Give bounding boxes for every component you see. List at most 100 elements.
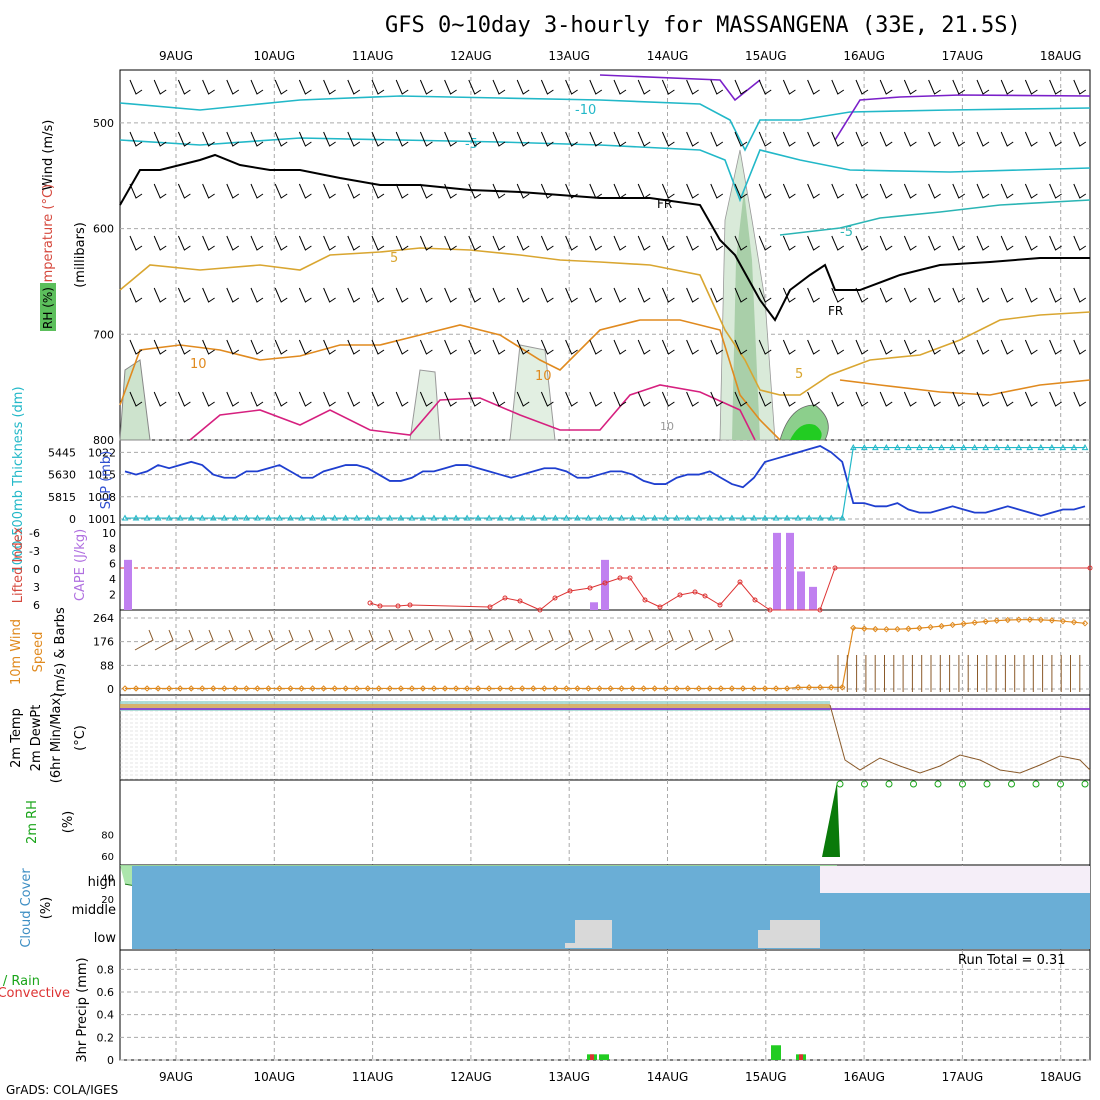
wind-barb <box>516 183 530 199</box>
wind10-barb <box>574 629 594 651</box>
wind-barb <box>177 235 191 251</box>
wind-barb <box>686 391 699 407</box>
wind-barb <box>202 235 215 251</box>
upper-unit-label: (millibars) <box>73 222 88 288</box>
wind-barb <box>637 79 651 95</box>
wind-barb <box>1024 391 1038 407</box>
wind-barb <box>298 339 312 355</box>
wind-barb <box>686 287 699 303</box>
wind-barb <box>129 339 143 355</box>
date-label-top: 11AUG <box>352 49 394 63</box>
wind-barb <box>952 339 966 355</box>
wind10-speed-point <box>816 684 824 691</box>
wind10-ylabel-speed: Speed <box>31 632 46 673</box>
wind10-barb <box>614 629 634 651</box>
lifted-index-point <box>487 604 493 610</box>
wind-barb <box>347 287 361 303</box>
date-label-top: 16AUG <box>843 49 885 63</box>
wind-barb <box>371 287 385 303</box>
wind-barb <box>1049 183 1062 199</box>
wind-barb <box>298 79 312 95</box>
temp2m-ylabel-unit: (°C) <box>73 725 88 751</box>
wind10-speed-point <box>309 685 316 692</box>
wind10-speed-point <box>574 685 581 692</box>
wind10-speed-point <box>221 685 228 692</box>
wind10-speed-point <box>364 685 371 692</box>
wind10-barb <box>534 629 554 651</box>
wind10-speed-point <box>629 685 636 692</box>
wind-barb <box>419 183 433 199</box>
wind10-speed-point <box>684 685 691 692</box>
wind-barb <box>976 391 990 407</box>
wind-barb <box>492 131 506 147</box>
wind-barb <box>540 131 554 147</box>
wind-barb <box>468 183 482 199</box>
wind-barb <box>807 131 820 147</box>
wind-barb <box>637 131 651 147</box>
precip-total-bar <box>599 1054 609 1060</box>
lifted-index-point <box>367 600 373 606</box>
wind-barb <box>129 235 143 251</box>
wind-barb <box>855 391 869 407</box>
date-label-top: 13AUG <box>548 49 590 63</box>
wind-barb <box>347 183 361 199</box>
wind-barb <box>589 235 603 251</box>
cloud-area-low-d <box>770 920 820 948</box>
lifted-index-point <box>602 580 608 586</box>
wind10-barb <box>554 629 574 651</box>
wind-barb <box>177 339 191 355</box>
wind10-speed-point <box>541 685 548 692</box>
rh2m-point <box>836 780 844 788</box>
wind-barb <box>298 131 312 147</box>
wind-barb <box>226 131 240 147</box>
temp2m-ylabel-minmax: (6hr Min/Max) <box>49 693 64 783</box>
wind10-speed-point <box>982 618 989 625</box>
wind10-speed-point <box>927 623 934 631</box>
wind-barb <box>758 79 772 95</box>
wind-barb <box>928 235 941 251</box>
cape-tick: 8 <box>109 542 116 555</box>
wind-barb <box>153 287 167 303</box>
wind-barb <box>444 339 457 355</box>
wind-barb <box>1073 391 1087 407</box>
date-label-top: 9AUG <box>159 49 193 63</box>
wind-barb <box>129 79 143 95</box>
wind-barb <box>444 183 457 199</box>
wind-tick: 264 <box>93 612 114 625</box>
wind-barb <box>516 79 530 95</box>
wind-barb <box>831 131 845 147</box>
wind-barb <box>831 235 845 251</box>
wind-barb <box>250 287 264 303</box>
wind-barb <box>661 287 675 303</box>
wind-barb <box>202 131 215 147</box>
temp-band-warm <box>120 704 830 708</box>
wind-barb <box>250 235 264 251</box>
date-label-top: 15AUG <box>745 49 787 63</box>
rh2m-ylabel: 2m RH <box>25 800 40 844</box>
wind10-speed-point <box>519 685 526 692</box>
wind-barb <box>226 79 240 95</box>
wind-barb <box>952 79 966 95</box>
wind10-barb <box>514 629 534 651</box>
contour-freezing <box>119 153 1090 322</box>
wind-barb <box>589 183 603 199</box>
wind10-speed-point <box>618 685 625 692</box>
wind-barb <box>613 183 627 199</box>
wind10-barb <box>594 629 614 651</box>
lifted-index-point <box>407 602 413 608</box>
wind-barb <box>1073 287 1087 303</box>
rh-shading-peak <box>790 424 822 440</box>
wind-barb <box>903 391 917 407</box>
wind-barb <box>613 339 627 355</box>
wind-barb <box>516 131 530 147</box>
wind-barb <box>1024 287 1038 303</box>
cape-tick: 10 <box>102 527 116 540</box>
precip-tick: 0.6 <box>97 986 115 999</box>
wind-barb <box>516 235 530 251</box>
bottom-date-axis: 9AUG 10AUG 11AUG 12AUG 13AUG 14AUG 15AUG 16AUG 1… <box>159 1070 1081 1084</box>
wind-barb <box>589 287 603 303</box>
contour-label-fr: FR <box>657 197 672 211</box>
wind10-speed-point <box>552 685 559 692</box>
wind-barb <box>855 183 869 199</box>
cape-bar <box>773 532 781 610</box>
